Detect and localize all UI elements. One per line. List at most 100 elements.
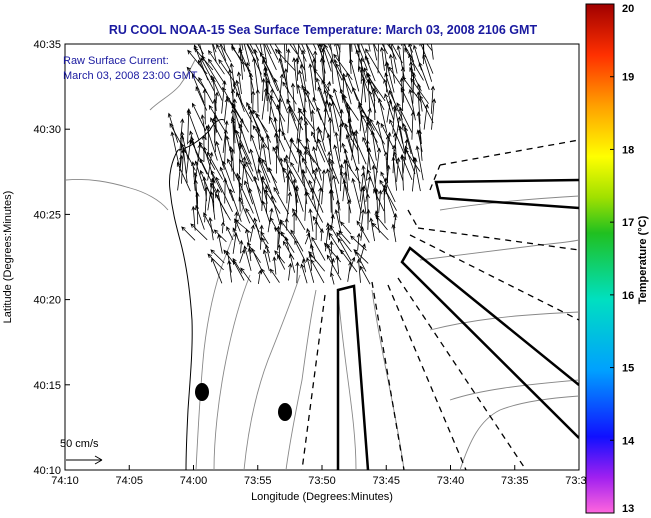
current-vector [328,157,340,184]
current-vector [226,226,234,241]
current-vector [277,49,287,81]
current-vector [355,166,361,192]
current-vector [400,44,406,72]
current-vector [408,60,414,93]
current-vector [361,164,368,194]
current-vector [371,222,389,241]
current-vector [257,269,262,284]
current-vector [302,107,307,142]
current-vector [396,44,406,82]
current-vector [430,85,435,114]
current-vector [369,217,375,242]
current-vector [305,90,313,122]
current-vector [290,82,296,112]
current-vector [339,44,341,62]
current-vector [243,245,252,271]
current-vector [330,44,334,62]
current-vector [223,128,228,165]
current-vector [239,44,245,72]
current-vector [263,44,268,64]
current-vector [292,208,306,231]
current-vector [373,44,378,52]
current-vector [274,132,280,161]
current-vector [356,220,370,243]
current-vector [312,44,317,50]
current-vector [333,53,353,81]
current-vector [264,244,271,263]
current-vector [315,186,323,223]
current-vector [235,129,252,165]
current-vector [326,133,334,160]
current-vector [223,249,235,265]
current-vector [326,254,342,281]
current-vector [231,44,235,51]
current-vector [327,44,332,52]
current-vector [282,81,297,105]
current-vector [365,48,385,80]
current-vector [330,159,335,194]
current-vector [351,130,367,165]
current-vector [377,97,388,133]
current-vector [416,91,421,125]
current-vector [328,101,335,134]
current-vector [333,88,342,114]
current-vector [430,44,434,60]
current-vector [306,257,315,283]
x-tick-label: 74:05 [115,475,143,487]
current-vector [264,189,281,214]
current-vector [312,146,322,181]
current-vector [288,253,295,273]
current-vector [375,214,388,231]
current-vector [301,157,316,184]
current-vector [305,44,316,74]
current-vector [356,232,361,251]
current-vector [227,259,232,283]
current-vector [242,162,251,194]
current-vector [207,253,224,271]
current-vector [276,103,286,141]
current-vector [374,210,380,233]
current-vector [286,191,292,221]
y-axis: 40:10 40:15 40:20 40:25 40:30 40:35 [33,39,70,477]
current-vector [219,166,234,202]
current-vector [236,71,242,95]
current-vector [261,87,268,120]
current-vector [238,123,250,154]
current-vector [317,138,334,174]
current-vector [257,136,265,174]
current-vector [301,49,307,82]
current-vector [194,160,205,191]
current-vector [395,116,402,141]
current-vector [206,151,223,180]
current-vector [399,77,404,111]
current-vector [232,232,238,254]
current-vector [170,131,180,165]
current-vector [379,46,385,71]
current-vector [335,254,340,274]
current-vector [310,259,325,284]
current-vector [259,44,263,53]
x-axis-label: Longitude (Degrees:Minutes) [251,491,393,503]
current-vector [279,157,286,183]
current-vector [335,199,341,223]
scale-label: 50 cm/s [60,438,99,450]
current-vector [409,66,422,92]
current-vector [279,219,296,241]
current-vector [404,47,424,81]
x-tick-label: 73:40 [437,475,465,487]
shipping-lanes [336,178,579,470]
current-vector [301,44,306,53]
current-vector [235,79,243,104]
current-vector [296,147,304,184]
current-vector [376,120,386,153]
current-vector [272,256,277,275]
current-vector [317,86,332,123]
current-vector [329,224,340,241]
colorbar-ticks: 13 14 15 16 17 18 19 20 [610,3,635,515]
current-vector [349,58,360,92]
current-vector [334,44,342,74]
current-vector [191,205,196,231]
current-vector [321,169,326,205]
current-vector [315,77,326,104]
current-vector [230,44,244,65]
